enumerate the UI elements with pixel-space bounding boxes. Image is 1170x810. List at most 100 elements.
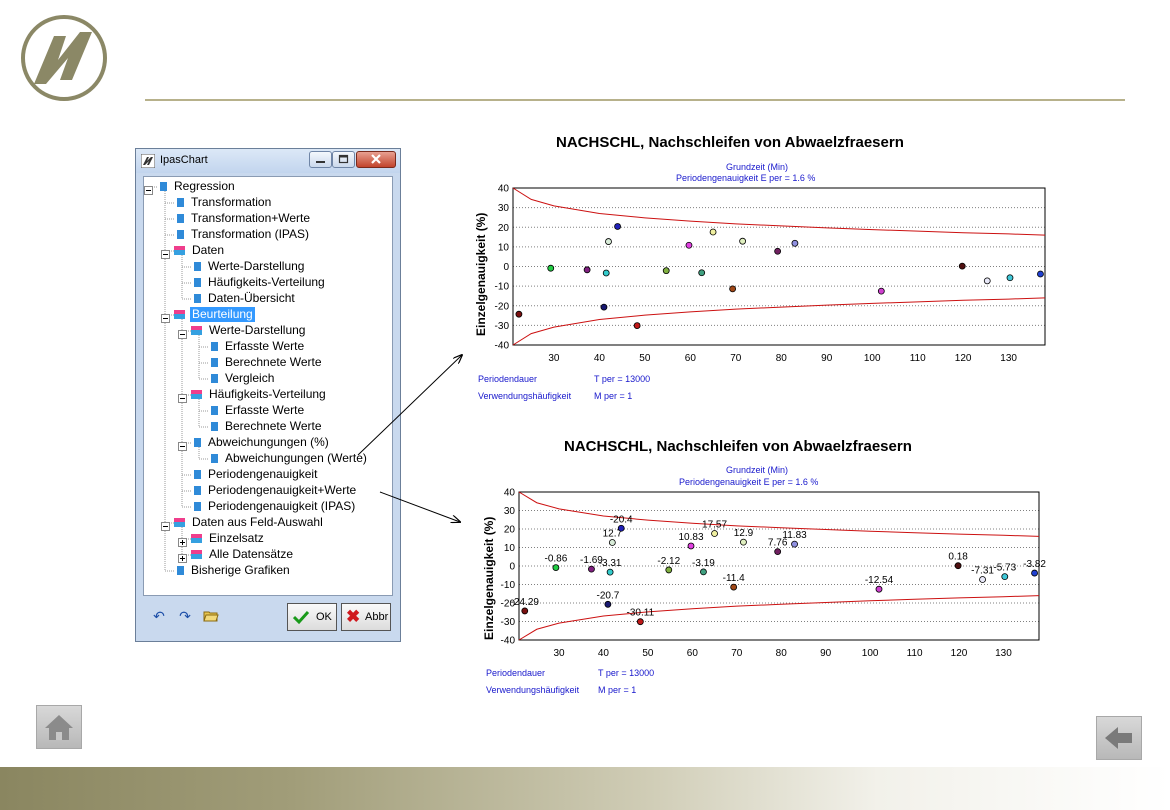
item-icon (194, 502, 201, 512)
y-tick-label: 30 (498, 203, 510, 214)
minimize-button[interactable] (309, 151, 332, 168)
collapse-icon[interactable] (161, 518, 170, 531)
undo-icon[interactable]: ↶ (153, 608, 165, 624)
tree-item[interactable]: Werte-Darstellung (191, 259, 306, 275)
data-point (791, 239, 799, 247)
y-tick-label: 20 (498, 223, 510, 234)
tree-item[interactable]: Periodengenauigkeit (191, 467, 319, 483)
back-arrow-icon (1105, 727, 1132, 749)
tree-item[interactable]: Daten (174, 243, 226, 259)
data-label: -3.19 (692, 558, 715, 569)
tree-item[interactable]: Berechnete Werte (208, 419, 324, 435)
window-toolbar: ↶ ↷ OK ✖ Abbr (143, 601, 393, 633)
cancel-button[interactable]: ✖ Abbr (341, 603, 391, 631)
y-tick-label: 40 (498, 184, 510, 195)
arrow-to-top-chart (357, 355, 462, 456)
company-logo (21, 15, 107, 101)
window-titlebar[interactable]: IpasChart (136, 149, 400, 173)
collapse-icon[interactable] (178, 438, 187, 451)
tree-item[interactable]: Abweichungungen (%) (191, 435, 331, 451)
maximize-button[interactable] (332, 151, 355, 168)
tree-item[interactable]: Daten-Übersicht (191, 291, 297, 307)
tree-item[interactable]: Transformation (IPAS) (174, 227, 311, 243)
footer-periodendauer-value: T per = 13000 (598, 668, 655, 678)
tree-item[interactable]: Regression (157, 179, 237, 195)
data-point (739, 237, 747, 245)
window-title: IpasChart (160, 154, 208, 166)
chart-title: NACHSCHL, Nachschleifen von Abwaelzfraes… (556, 134, 904, 151)
tree-item[interactable]: Abweichungungen (Werte) (208, 451, 369, 467)
chart-subtitle-2: Periodengenauigkeit E per = 1.6 % (679, 477, 819, 487)
x-tick-label: 130 (995, 648, 1012, 659)
collapse-icon[interactable] (178, 326, 187, 339)
tree-item[interactable]: Einzelsatz (191, 531, 266, 547)
tree-item-label: Periodengenauigkeit (IPAS) (208, 499, 356, 513)
footer-haeufigkeit-value: M per = 1 (598, 685, 637, 695)
data-point (979, 576, 986, 583)
item-icon (177, 214, 184, 224)
folder-icon (174, 246, 185, 256)
tree-item-label: Häufigkeits-Verteilung (208, 275, 325, 289)
chart-title: NACHSCHL, Nachschleifen von Abwaelzfraes… (564, 438, 912, 455)
tree-view[interactable]: Regression Transformation Transformation+W… (143, 176, 393, 596)
tree-item[interactable]: Daten aus Feld-Auswahl (174, 515, 325, 531)
tree-item[interactable]: Häufigkeits-Verteilung (191, 387, 328, 403)
item-icon (194, 262, 201, 272)
data-label: -20.7 (596, 590, 619, 601)
header-divider (145, 99, 1125, 101)
collapse-icon[interactable] (161, 246, 170, 259)
folder-icon (174, 518, 185, 528)
home-button[interactable] (36, 705, 82, 749)
x-tick-label: 120 (951, 648, 968, 659)
tree-item-label: Periodengenauigkeit (208, 467, 318, 481)
tree-item[interactable]: Häufigkeits-Verteilung (191, 275, 327, 291)
data-label: -7.31 (971, 566, 994, 577)
chart-subtitle-1: Grundzeit (Min) (726, 465, 789, 475)
expand-icon[interactable] (178, 550, 187, 563)
y-tick-label: 40 (504, 488, 516, 499)
collapse-icon[interactable] (178, 390, 187, 403)
ok-button[interactable]: OK (287, 603, 337, 631)
data-point (614, 223, 621, 230)
tree-item[interactable]: Werte-Darstellung (191, 323, 307, 339)
folder-icon (191, 326, 202, 336)
tree-item[interactable]: Transformation+Werte (174, 211, 312, 227)
redo-icon[interactable]: ↷ (179, 608, 191, 624)
tree-item[interactable]: Alle Datensätze (191, 547, 295, 563)
collapse-icon[interactable] (161, 310, 170, 323)
tree-item[interactable]: Bisherige Grafiken (174, 563, 292, 579)
tree-item-label: Periodengenauigkeit+Werte (208, 483, 357, 497)
data-point (608, 539, 616, 546)
item-icon (194, 438, 201, 448)
data-point (1037, 270, 1044, 278)
collapse-icon[interactable] (144, 182, 153, 195)
tree-item-label: Berechnete Werte (225, 355, 322, 369)
back-button[interactable] (1096, 716, 1142, 760)
y-tick-label: -10 (495, 282, 510, 293)
data-label: -20.4 (610, 514, 633, 525)
plot-frame (512, 187, 1046, 346)
open-folder-icon[interactable] (203, 608, 219, 624)
tree-item[interactable]: Vergleich (208, 371, 276, 387)
y-tick-label: -20 (495, 301, 510, 312)
tree-item[interactable]: Erfasste Werte (208, 339, 306, 355)
expand-icon[interactable] (178, 534, 187, 547)
tree-item[interactable]: Periodengenauigkeit+Werte (191, 483, 358, 499)
tree-item[interactable]: Periodengenauigkeit (IPAS) (191, 499, 357, 515)
data-label: 17.57 (702, 519, 727, 530)
folder-icon (191, 534, 202, 544)
tree-item[interactable]: Berechnete Werte (208, 355, 324, 371)
tree-item[interactable]: Transformation (174, 195, 273, 211)
tree-item[interactable]: Erfasste Werte (208, 403, 306, 419)
tree-item[interactable]: Beurteilung (174, 307, 255, 323)
data-point (588, 565, 595, 573)
upper-bound-curve (512, 187, 1046, 236)
data-point (875, 585, 883, 593)
item-icon (211, 406, 218, 416)
folder-icon (174, 310, 185, 320)
close-button[interactable] (356, 151, 396, 168)
x-tick-label: 100 (862, 648, 879, 659)
data-point (662, 267, 670, 275)
